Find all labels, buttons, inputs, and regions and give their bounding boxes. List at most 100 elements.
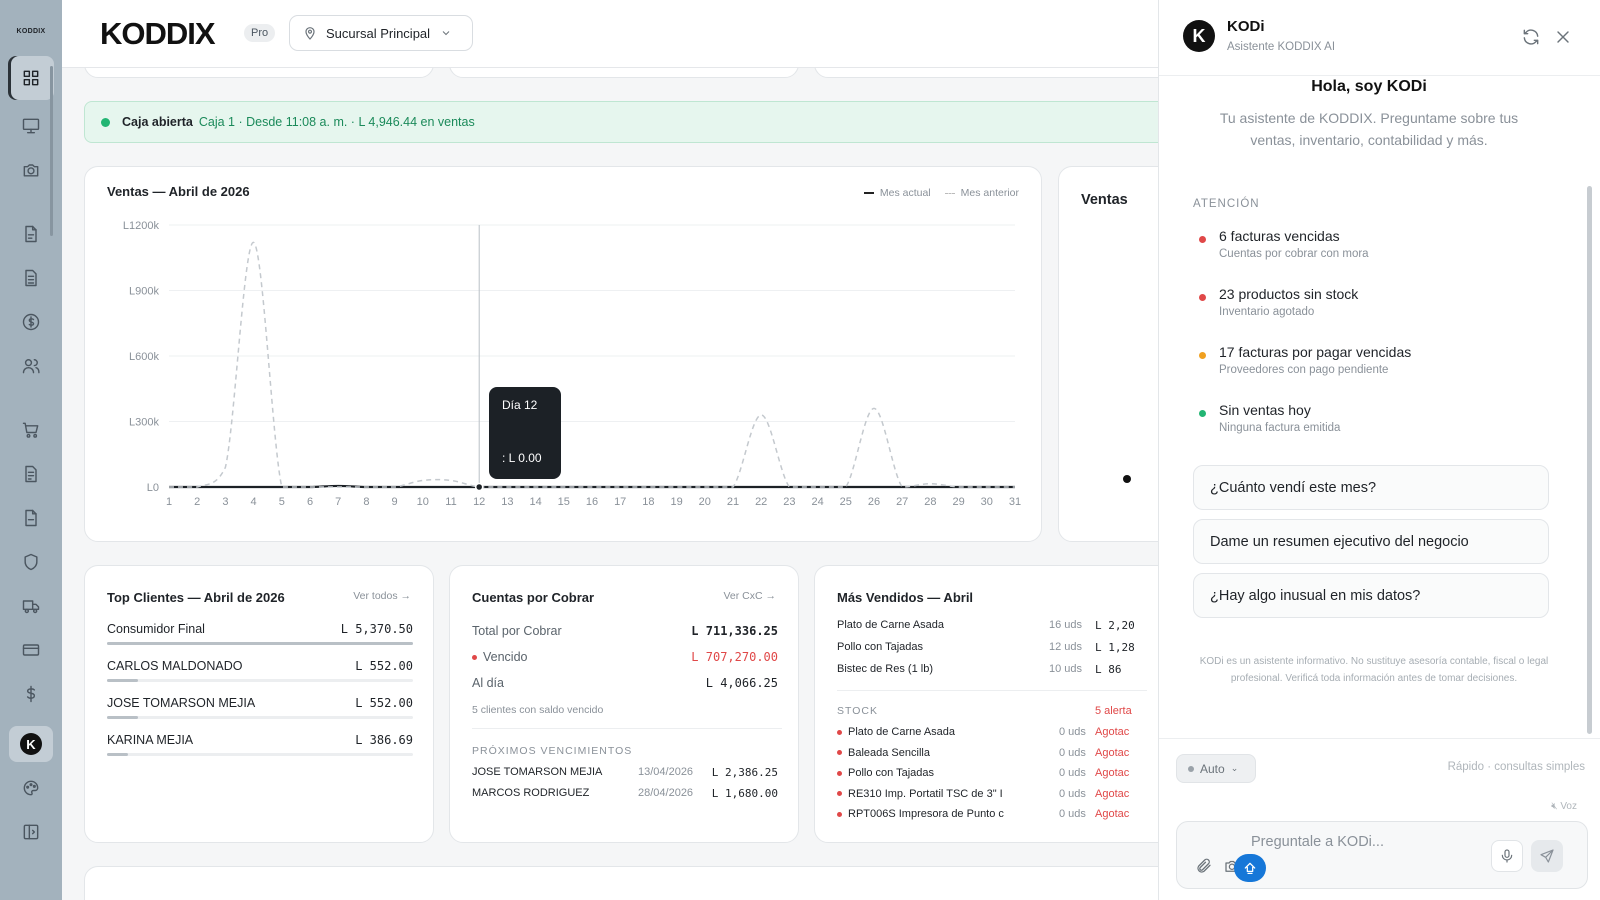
refresh-button[interactable]: [1521, 27, 1541, 47]
best-sellers-card: Más Vendidos — Abril Plato de Carne Asad…: [814, 565, 1158, 843]
sidebar-item-delivery[interactable]: [13, 588, 49, 624]
sidebar-collapse-button[interactable]: [13, 814, 49, 850]
panel-scrollbar[interactable]: [1587, 186, 1592, 734]
sidebar-item-files[interactable]: [13, 216, 49, 252]
sidebar-item-camera[interactable]: [13, 152, 49, 188]
view-all-clients-link[interactable]: Ver todos →: [353, 590, 411, 602]
scroll-to-top-button[interactable]: [1234, 854, 1266, 882]
x-tick-label: 2: [194, 496, 200, 508]
upcoming-due-row[interactable]: MARCOS RODRIGUEZ 28/04/2026 L 1,680.00: [472, 787, 778, 800]
sidebar-item-customers[interactable]: [13, 348, 49, 384]
chevron-down-icon: ⌄: [1230, 763, 1239, 773]
x-tick-label: 16: [586, 496, 598, 508]
sidebar-item-invoices[interactable]: [13, 456, 49, 492]
product-row[interactable]: Plato de Carne Asada 16 uds L 2,20: [837, 619, 1158, 632]
product-row[interactable]: Bistec de Res (1 lb) 10 uds L 86: [837, 663, 1158, 676]
client-share-bar: [107, 753, 413, 756]
sidebar-item-finance[interactable]: [13, 304, 49, 340]
microphone-button[interactable]: [1491, 840, 1523, 872]
client-share-bar: [107, 642, 413, 645]
sidebar-item-security[interactable]: [13, 544, 49, 580]
voice-toggle[interactable]: 🔇︎ Voz: [1551, 801, 1577, 812]
users-icon: [22, 359, 40, 374]
chevron-down-icon: [442, 31, 450, 36]
tooltip-value: : L 0.00: [502, 451, 542, 465]
kpi-card-2: [449, 68, 799, 78]
suggestion-button[interactable]: ¿Hay algo inusual en mis datos?: [1193, 573, 1549, 618]
client-share-bar: [107, 679, 413, 682]
suggestion-button[interactable]: Dame un resumen ejecutivo del negocio: [1193, 519, 1549, 564]
sidebar-item-pos[interactable]: [13, 108, 49, 144]
sidebar-item-reports[interactable]: [13, 500, 49, 536]
sales-summary-card: Ventas: [1058, 166, 1158, 542]
view-receivables-link[interactable]: Ver CxC →: [723, 590, 776, 602]
sidebar-item-purchases[interactable]: [13, 412, 49, 448]
stock-title: STOCK: [837, 705, 878, 717]
x-tick-label: 5: [279, 496, 285, 508]
sidebar-item-documents[interactable]: [13, 260, 49, 296]
close-button[interactable]: [1553, 27, 1573, 47]
sidebar-item-kodi[interactable]: K: [9, 726, 53, 762]
attention-alert[interactable]: Sin ventas hoy Ninguna factura emitida: [1199, 402, 1559, 442]
stock-row[interactable]: RPT006S Impresora de Punto c 0 uds Agotac: [837, 808, 1158, 820]
stock-alert-dot: [837, 770, 842, 776]
sales-chart-card: Ventas — Abril de 2026 Mes actual Mes an…: [84, 166, 1042, 542]
stock-status: Agotac: [1095, 726, 1130, 738]
brand-logo[interactable]: KODDIX: [100, 16, 216, 51]
upcoming-due-row[interactable]: JOSE TOMARSON MEJIA 13/04/2026 L 2,386.25: [472, 766, 778, 779]
x-tick-label: 29: [952, 496, 964, 508]
stock-row[interactable]: Pollo con Tajadas 0 uds Agotac: [837, 767, 1158, 779]
attention-alert[interactable]: 17 facturas por pagar vencidas Proveedore…: [1199, 344, 1559, 384]
model-mode-dropdown[interactable]: Auto ⌄: [1176, 754, 1256, 783]
stock-row[interactable]: RE310 Imp. Portatil TSC de 3" I 0 uds Agot…: [837, 788, 1158, 800]
assistant-panel: K KODi Asistente KODDIX AI Hola, soy KOD…: [1158, 0, 1600, 900]
chart-tooltip: Día 12 : L 0.00: [489, 387, 561, 479]
chat-input[interactable]: [1251, 834, 1491, 850]
attention-alert[interactable]: 6 facturas vencidas Cuentas por cobrar co…: [1199, 228, 1559, 268]
overdue-dot: [472, 655, 477, 661]
client-share-bar: [107, 716, 413, 719]
x-tick-label: 15: [558, 496, 570, 508]
cash-register-banner[interactable]: Caja abierta Caja 1 · Desde 11:08 a. m. …: [84, 101, 1158, 143]
x-tick-label: 14: [529, 496, 541, 508]
stock-alerts-count[interactable]: 5 alerta: [1095, 705, 1132, 717]
suggestion-button[interactable]: ¿Cuánto vendí este mes?: [1193, 465, 1549, 510]
x-tick-label: 9: [392, 496, 398, 508]
x-tick-label: 6: [307, 496, 313, 508]
due-date: 13/04/2026: [638, 766, 694, 778]
branch-selector[interactable]: Sucursal Principal: [289, 15, 473, 51]
shield-icon: [24, 553, 38, 571]
x-tick-label: 11: [445, 496, 456, 508]
product-row[interactable]: Pollo con Tajadas 12 uds L 1,28: [837, 641, 1158, 654]
client-row[interactable]: CARLOS MALDONADO L 552.00: [107, 659, 413, 682]
product-name: Pollo con Tajadas: [837, 641, 924, 653]
sidebar-item-payments[interactable]: [13, 632, 49, 668]
attention-alert[interactable]: 23 productos sin stock Inventario agotado: [1199, 286, 1559, 326]
sidebar-item-dashboard[interactable]: [8, 56, 54, 100]
status-dot: [101, 117, 110, 127]
due-client: MARCOS RODRIGUEZ: [472, 787, 590, 799]
attach-button[interactable]: [1195, 857, 1213, 875]
assistant-disclaimer: KODi es un asistente informativo. No sus…: [1199, 656, 1549, 684]
sidebar-scrollbar[interactable]: [50, 66, 53, 236]
sidebar-item-accounting[interactable]: [13, 676, 49, 712]
dollar-circle-icon: [22, 313, 40, 331]
stock-row[interactable]: Plato de Carne Asada 0 uds Agotac: [837, 726, 1158, 738]
overdue-row: Vencido L 707,270.00: [472, 650, 778, 664]
legend-previous[interactable]: Mes anterior: [944, 187, 1019, 199]
camera-icon: [23, 164, 39, 177]
client-row[interactable]: Consumidor Final L 5,370.50: [107, 622, 413, 645]
divider: [837, 690, 1147, 691]
client-row[interactable]: KARINA MEJIA L 386.69: [107, 733, 413, 756]
product-amount: L 2,20: [1095, 619, 1135, 632]
alert-dot: [1199, 294, 1206, 301]
stock-row[interactable]: Baleada Sencilla 0 uds Agotac: [837, 747, 1158, 759]
send-button[interactable]: [1531, 840, 1563, 872]
client-row[interactable]: JOSE TOMARSON MEJIA L 552.00: [107, 696, 413, 719]
legend-current[interactable]: Mes actual: [863, 187, 931, 199]
sidebar-item-theme[interactable]: [13, 770, 49, 806]
client-name: CARLOS MALDONADO: [107, 659, 243, 673]
cash-title: Caja abierta: [122, 115, 193, 129]
hover-point: [474, 482, 484, 492]
